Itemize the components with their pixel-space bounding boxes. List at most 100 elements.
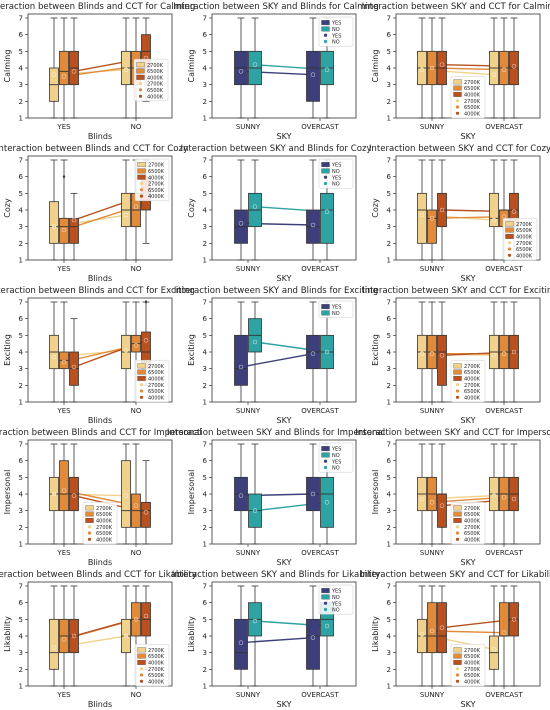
chart-5-ytick-label-4: 4 [203, 207, 208, 215]
chart-15-mean-point-1-0 [429, 628, 435, 634]
chart-15-ylabel: Likability [371, 616, 380, 652]
chart-5-ytick-label-7: 7 [203, 157, 207, 165]
legend-swatch-1 [321, 594, 330, 600]
legend-label-1: NO [332, 27, 340, 33]
legend-swatch-1 [137, 653, 146, 659]
chart-14-ylabel: Likability [187, 616, 196, 652]
chart-4-mean-point-1-1 [133, 204, 139, 209]
chart-10-ytick-label-5: 5 [19, 474, 23, 482]
chart-1-ytick-label-5: 5 [19, 48, 23, 56]
chart-5-ytick-label-1: 1 [203, 257, 207, 265]
chart-4: Interaction between Blinds and CCT for C… [0, 144, 188, 283]
chart-10-mean-point-2-1 [143, 510, 149, 515]
legend-label-5: 4000K [464, 679, 481, 685]
legend-label-0: 2700K [96, 506, 113, 512]
chart-12-xtick-label-0: SUNNY [420, 549, 445, 557]
chart-3-ylabel: Calming [371, 50, 380, 83]
chart-8-xtick-label-1: OVERCAST [301, 407, 339, 415]
chart-5-mean-point-1-1 [324, 209, 330, 214]
chart-14-box-0-1 [306, 585, 320, 687]
chart-15: Interaction between SKY and CCT for Lika… [360, 570, 550, 709]
chart-2-box-0-1 [306, 17, 320, 119]
chart-6-mean-point-1-0 [429, 216, 435, 221]
chart-13-ytick-label-3: 3 [19, 649, 23, 657]
chart-11-ylabel: Impersonal [187, 470, 196, 515]
chart-11-axes [211, 439, 357, 545]
chart-13-ytick-label-5: 5 [19, 616, 23, 624]
chart-1-title: Interaction between Blinds and CCT for C… [0, 2, 195, 12]
legend-label-1: NO [332, 169, 340, 175]
chart-12-ytick-label-6: 6 [387, 457, 392, 465]
legend-label-0: 2700K [148, 163, 165, 169]
chart-15-title: Interaction between SKY and CCT for Lika… [360, 570, 550, 580]
chart-3-title: Interaction between SKY and CCT for Calm… [362, 2, 550, 12]
chart-7-mean-point-0-0 [51, 354, 57, 360]
chart-5: Interaction between SKY and Blinds for C… [180, 144, 371, 283]
chart-8-xlabel: SKY [277, 416, 292, 425]
chart-13: Interaction between Blinds and CCT for L… [0, 570, 197, 709]
chart-6-mean-point-2-0 [439, 207, 445, 213]
chart-9-mean-point-0-0 [419, 351, 425, 356]
chart-5-ytick-label-3: 3 [203, 223, 207, 231]
legend-marker-4 [139, 188, 144, 192]
legend-label-3: 2700K [464, 525, 481, 531]
chart-1-ytick-label-7: 7 [19, 15, 23, 23]
box-body [306, 618, 320, 670]
chart-14-mean-line-0 [240, 636, 314, 644]
legend-label-4: 6500K [464, 105, 481, 111]
chart-12-title: Interaction between SKY and CCT for Impe… [355, 428, 550, 438]
chart-8-mean-point-0-0 [238, 364, 244, 370]
chart-15-xtick-label-1: OVERCAST [485, 691, 523, 699]
chart-2-mean-point-1-1 [324, 67, 330, 72]
legend-label-3: 2700K [516, 241, 533, 247]
chart-3-ytick-label-7: 7 [387, 15, 391, 23]
chart-2-xtick-label-1: OVERCAST [301, 123, 339, 131]
chart-2-ytick-label-1: 1 [203, 115, 207, 123]
chart-5-ylabel: Cozy [187, 198, 196, 218]
box-body [320, 192, 334, 244]
legend-marker-2 [323, 33, 328, 37]
chart-13-box-1-0 [59, 585, 69, 687]
chart-12-box-2-0 [437, 443, 447, 545]
chart-11: Interaction between SKY and Blinds for I… [167, 428, 385, 567]
chart-10-ytick-label-7: 7 [19, 441, 23, 449]
legend-swatch-0 [453, 79, 462, 85]
chart-13-ytick-label-7: 7 [19, 583, 23, 591]
legend-label-1: 6500K [464, 370, 481, 376]
chart-10: Interaction between Blinds and CCT for I… [0, 428, 202, 567]
box-body [427, 209, 437, 244]
chart-9-ytick-label-4: 4 [387, 349, 392, 357]
legend-label-4: 6500K [148, 673, 165, 679]
chart-13-ytick-label-2: 2 [19, 666, 23, 674]
chart-7: Interaction between Blinds and CCT for E… [0, 286, 195, 425]
chart-14-ytick-label-4: 4 [203, 633, 208, 641]
legend-label-3: 2700K [148, 182, 165, 188]
chart-12-ytick-label-5: 5 [387, 474, 391, 482]
chart-14-xtick-label-1: OVERCAST [301, 691, 339, 699]
legend-swatch-1 [453, 85, 462, 91]
chart-2-ytick-label-5: 5 [203, 48, 207, 56]
chart-3-ytick-label-1: 1 [387, 115, 391, 123]
legend-label-5: 4000K [148, 395, 165, 401]
legend-label-0: 2700K [148, 648, 165, 654]
legend-label-0: YES [331, 21, 341, 27]
chart-15-box-2-1 [509, 585, 519, 687]
legend-marker-3 [455, 383, 460, 387]
legend-label-0: YES [331, 305, 341, 311]
chart-1-xtick-label-1: NO [131, 123, 142, 131]
chart-10-mean-point-2-0 [71, 493, 77, 498]
chart-10-ytick-label-4: 4 [19, 491, 24, 499]
chart-9-box-2-0 [437, 301, 447, 403]
chart-9-ytick-label-3: 3 [387, 365, 391, 373]
legend-marker-4 [139, 389, 144, 393]
legend-marker-3 [323, 607, 328, 612]
chart-10-title: Interaction between Blinds and CCT for I… [0, 428, 202, 438]
chart-4-mean-point-1-0 [61, 227, 67, 233]
chart-8-box-1-0 [248, 301, 262, 403]
legend-marker-4 [455, 105, 460, 109]
chart-2-mean-point-0-0 [238, 69, 244, 74]
chart-12-xtick-label-1: OVERCAST [485, 549, 523, 557]
